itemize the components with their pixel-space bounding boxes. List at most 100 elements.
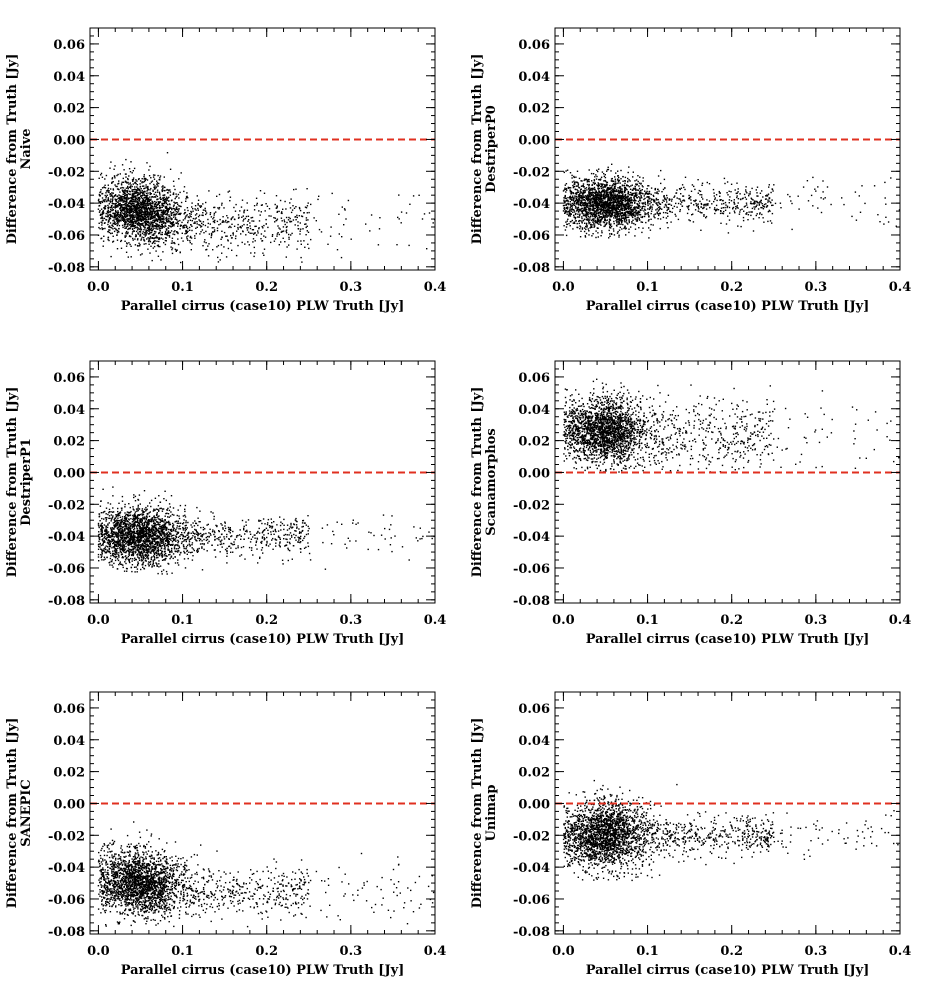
scatter-point [617,175,619,177]
scatter-point [163,194,165,196]
scatter-point [174,209,176,211]
scatter-point [243,211,245,214]
scatter-point [350,238,352,240]
scatter-point [154,225,156,227]
scatter-point [136,213,138,216]
scatter-point [592,233,594,235]
scatter-point [230,234,232,237]
scatter-point [582,203,584,205]
scatter-point [137,204,139,206]
scatter-point [631,208,633,211]
scatter-point [153,178,156,180]
scatter-point [196,221,198,223]
scatter-point [737,198,740,200]
scatter-point [574,222,576,224]
scatter-point [145,178,147,180]
scatter-point [345,218,347,220]
scatter-point [606,191,608,193]
scatter-point [618,218,620,220]
scatter-point [598,184,600,186]
scatter-point [627,177,629,180]
scatter-point [144,226,146,228]
scatter-point [121,216,124,218]
scatter-point [239,226,241,228]
scatter-point [588,192,590,194]
scatter-point [119,198,121,200]
scatter-point [597,182,599,184]
scatter-point [630,201,633,204]
scatter-point [152,237,154,239]
scatter-point [134,219,136,221]
scatter-point [601,232,603,234]
scatter-point [123,218,126,220]
scatter-point [645,213,647,215]
scatter-point [307,243,309,245]
scatter-point [588,220,590,222]
scatter-point [567,200,569,203]
scatter-point [116,220,118,222]
scatter-point [134,208,137,210]
scatter-point [244,217,247,220]
scatter-point [756,186,759,188]
scatter-point [695,199,697,201]
scatter-point [607,187,609,189]
scatter-point [285,208,287,210]
scatter-point [113,213,115,215]
scatter-point [652,224,654,226]
scatter-point [185,215,187,217]
scatter-point [569,198,571,200]
scatter-point [641,192,643,194]
scatter-point [588,188,590,190]
scatter-point [616,213,618,215]
scatter-point [125,190,127,192]
scatter-point [810,194,813,197]
scatter-point [122,204,124,206]
scatter-point [579,200,581,202]
scatter-point [612,183,615,185]
scatter-point [232,232,234,234]
scatter-point [140,195,142,197]
scatter-point [133,211,135,213]
scatter-point [771,188,773,190]
scatter-point [634,180,636,182]
scatter-point [700,212,702,214]
scatter-point [221,221,223,223]
scatter-point [432,222,434,224]
scatter-point [135,205,137,207]
scatter-point [699,190,702,192]
scatter-point [292,219,295,221]
scatter-point [117,219,119,221]
scatter-point [611,177,613,180]
scatter-point [232,216,234,218]
scatter-point [227,220,229,223]
scatter-point [580,197,582,199]
scatter-point [756,213,758,215]
scatter-point [674,213,676,216]
scatter-point [638,182,641,184]
scatter-point [102,199,104,201]
scatter-point [347,199,350,202]
y-tick-label: -0.02 [48,165,85,180]
scatter-point [637,211,640,213]
scatter-point [170,223,172,225]
scatter-point [628,220,630,222]
scatter-point [584,236,587,238]
scatter-point [131,198,134,200]
scatter-point [199,206,202,208]
scatter-point [587,216,589,218]
scatter-point [263,235,265,237]
scatter-point [650,210,653,212]
scatter-point [649,207,651,209]
scatter-point [199,205,201,207]
scatter-point [161,219,164,221]
scatter-point [605,201,608,204]
scatter-point [681,205,684,207]
scatter-point [683,200,686,202]
x-tick-label: 0.1 [171,280,194,295]
scatter-point [263,192,266,194]
scatter-point [573,203,575,205]
scatter-point [615,207,618,209]
scatter-point [149,165,151,168]
scatter-point [611,201,613,204]
scatter-point [625,196,628,198]
